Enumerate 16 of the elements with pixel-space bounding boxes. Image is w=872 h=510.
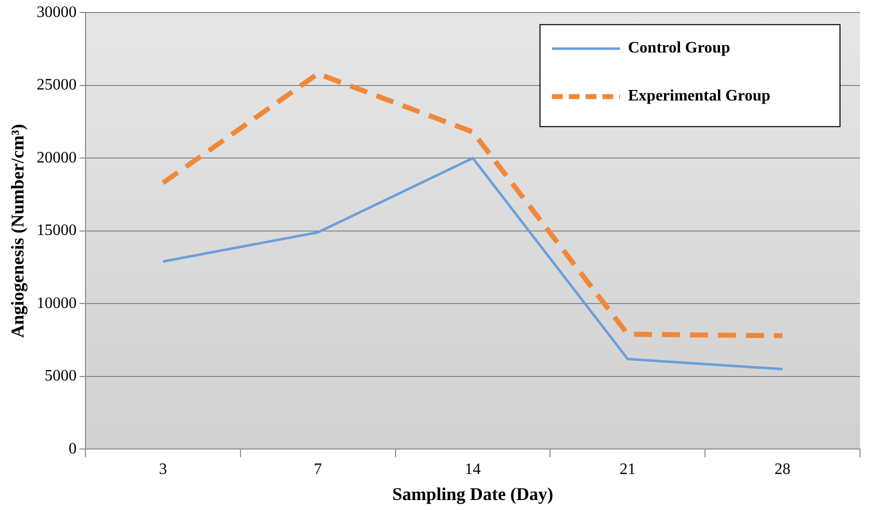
x-tick-label: 7 [314,461,322,478]
x-tick-label: 3 [159,461,168,478]
y-tick-label: 30000 [36,4,77,21]
legend-label: Experimental Group [628,88,770,105]
y-tick-label: 25000 [36,76,77,94]
x-axis-title: Sampling Date (Day) [392,484,554,504]
legend-label: Control Group [628,40,730,57]
y-tick-label: 10000 [36,294,77,312]
y-tick-label: 15000 [36,222,77,240]
y-tick-label: 20000 [36,149,77,166]
x-tick-label: 21 [620,461,636,478]
y-tick-label: 5000 [44,368,77,385]
y-tick-label: 0 [68,440,77,458]
x-tick-label: 14 [464,461,481,478]
x-tick-label: 28 [774,461,791,478]
y-axis-title: Angiogenesis (Number/cm³) [7,124,28,338]
